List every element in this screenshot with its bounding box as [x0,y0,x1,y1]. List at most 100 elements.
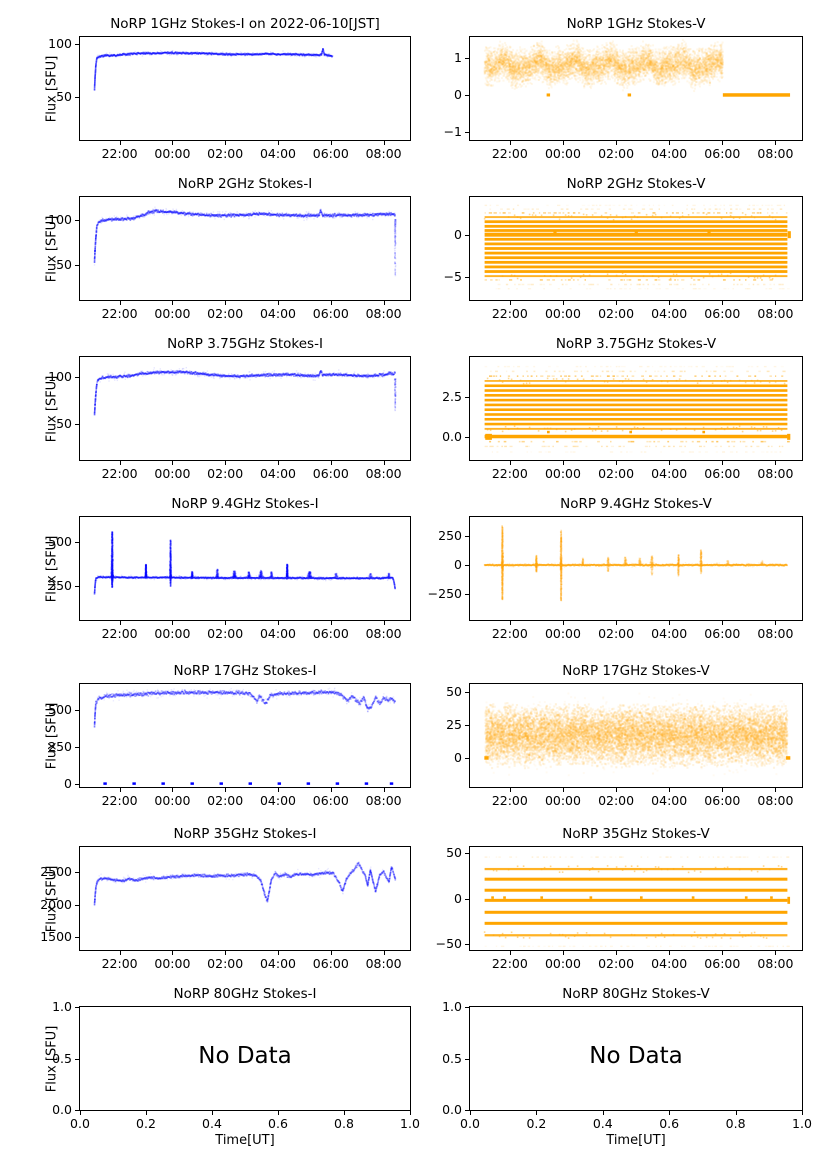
x-tick [172,301,174,305]
data-canvas [80,517,410,620]
plot-title: NoRP 9.4GHz Stokes-I [171,496,319,512]
x-tick [722,951,724,955]
x-tick-label: 0.4 [592,1116,613,1131]
x-tick [775,788,777,792]
y-tick-label: 1.0 [52,999,72,1014]
x-tick [722,621,724,625]
plot-title: NoRP 3.75GHz Stokes-I [167,336,323,352]
x-tick-label: 02:00 [207,626,244,641]
x-tick-label: 08:00 [757,626,794,641]
y-tick-label: 0 [454,226,462,242]
x-tick-label: 1.0 [792,1116,812,1131]
x-tick-label: 00:00 [544,146,581,161]
x-tick-label: 06:00 [312,956,349,971]
x-tick-label: 22:00 [101,146,138,161]
x-tick [562,301,564,305]
x-tick-label: 04:00 [259,956,297,971]
data-canvas [470,684,802,787]
y-tick [75,586,79,588]
x-tick [344,1111,345,1115]
x-tick [509,301,511,305]
x-tick [172,461,174,465]
x-tick-label: 08:00 [757,956,794,971]
x-tick-label: 08:00 [365,466,402,481]
x-tick-label: 08:00 [365,306,402,321]
y-axis-label: Flux [SFU] [44,55,60,122]
y-axis-label: Flux [SFU] [44,215,60,282]
y-tick [465,396,469,398]
x-axis-label: Time[UT] [215,1133,275,1148]
x-tick-label: 00:00 [544,466,581,481]
x-tick [225,951,227,955]
data-canvas [80,1007,410,1110]
data-canvas [80,37,410,140]
plot-area [79,356,411,461]
x-tick [775,461,777,465]
y-tick [75,872,79,874]
x-tick [669,141,671,145]
plot-title: NoRP 17GHz Stokes-V [562,663,710,679]
y-tick-label: 0 [454,86,462,102]
x-tick-label: 08:00 [757,793,794,808]
x-tick [775,621,777,625]
y-tick [465,691,469,693]
plot-title: NoRP 17GHz Stokes-I [173,663,317,679]
data-canvas [470,847,802,950]
y-tick-label: 2000 [40,896,72,912]
x-tick-label: 02:00 [207,956,244,971]
y-tick-label: 250 [48,578,72,594]
x-tick [119,301,121,305]
x-tick-label: 08:00 [365,146,402,161]
x-tick-label: 02:00 [207,793,244,808]
y-tick [75,747,79,749]
x-tick [172,621,174,625]
x-tick [616,301,618,305]
x-tick-label: 02:00 [207,146,244,161]
y-tick [465,536,469,538]
x-tick [330,141,332,145]
x-tick-label: 04:00 [651,466,688,481]
y-tick-label: 1500 [40,929,72,944]
x-tick [330,951,332,955]
x-tick-label: 1.0 [400,1116,420,1131]
y-axis-label: Flux [SFU] [44,375,60,442]
x-tick [802,1111,803,1115]
y-tick [465,757,469,759]
no-data-label: No Data [198,1042,292,1069]
x-tick [330,301,332,305]
y-tick-label: 500 [48,702,72,718]
x-tick [383,951,385,955]
y-tick-label: 0.0 [442,428,462,444]
x-tick-label: 00:00 [544,626,581,641]
plot-area [469,683,803,788]
x-tick-label: 00:00 [154,306,191,321]
x-tick [509,951,511,955]
x-tick [669,621,671,625]
plot-area [79,36,411,141]
x-tick-label: 00:00 [154,146,191,161]
x-tick-label: 04:00 [651,306,688,321]
y-tick-label: 2.5 [442,388,462,404]
x-tick-label: 0.6 [268,1116,288,1131]
x-tick [225,141,227,145]
x-tick [330,788,332,792]
y-tick [465,58,469,60]
y-tick [75,542,79,543]
x-tick-label: 02:00 [598,956,635,971]
y-tick [75,1058,79,1060]
x-tick-label: 02:00 [598,146,635,161]
y-tick-label: 50 [56,256,72,272]
x-tick [775,301,777,305]
y-axis-label: Flux [SFU] [44,1025,60,1092]
x-tick-label: 08:00 [757,146,794,161]
plot-area [79,516,411,621]
plot-area [469,356,803,461]
x-tick-label: 22:00 [101,466,138,481]
x-tick [225,301,227,305]
